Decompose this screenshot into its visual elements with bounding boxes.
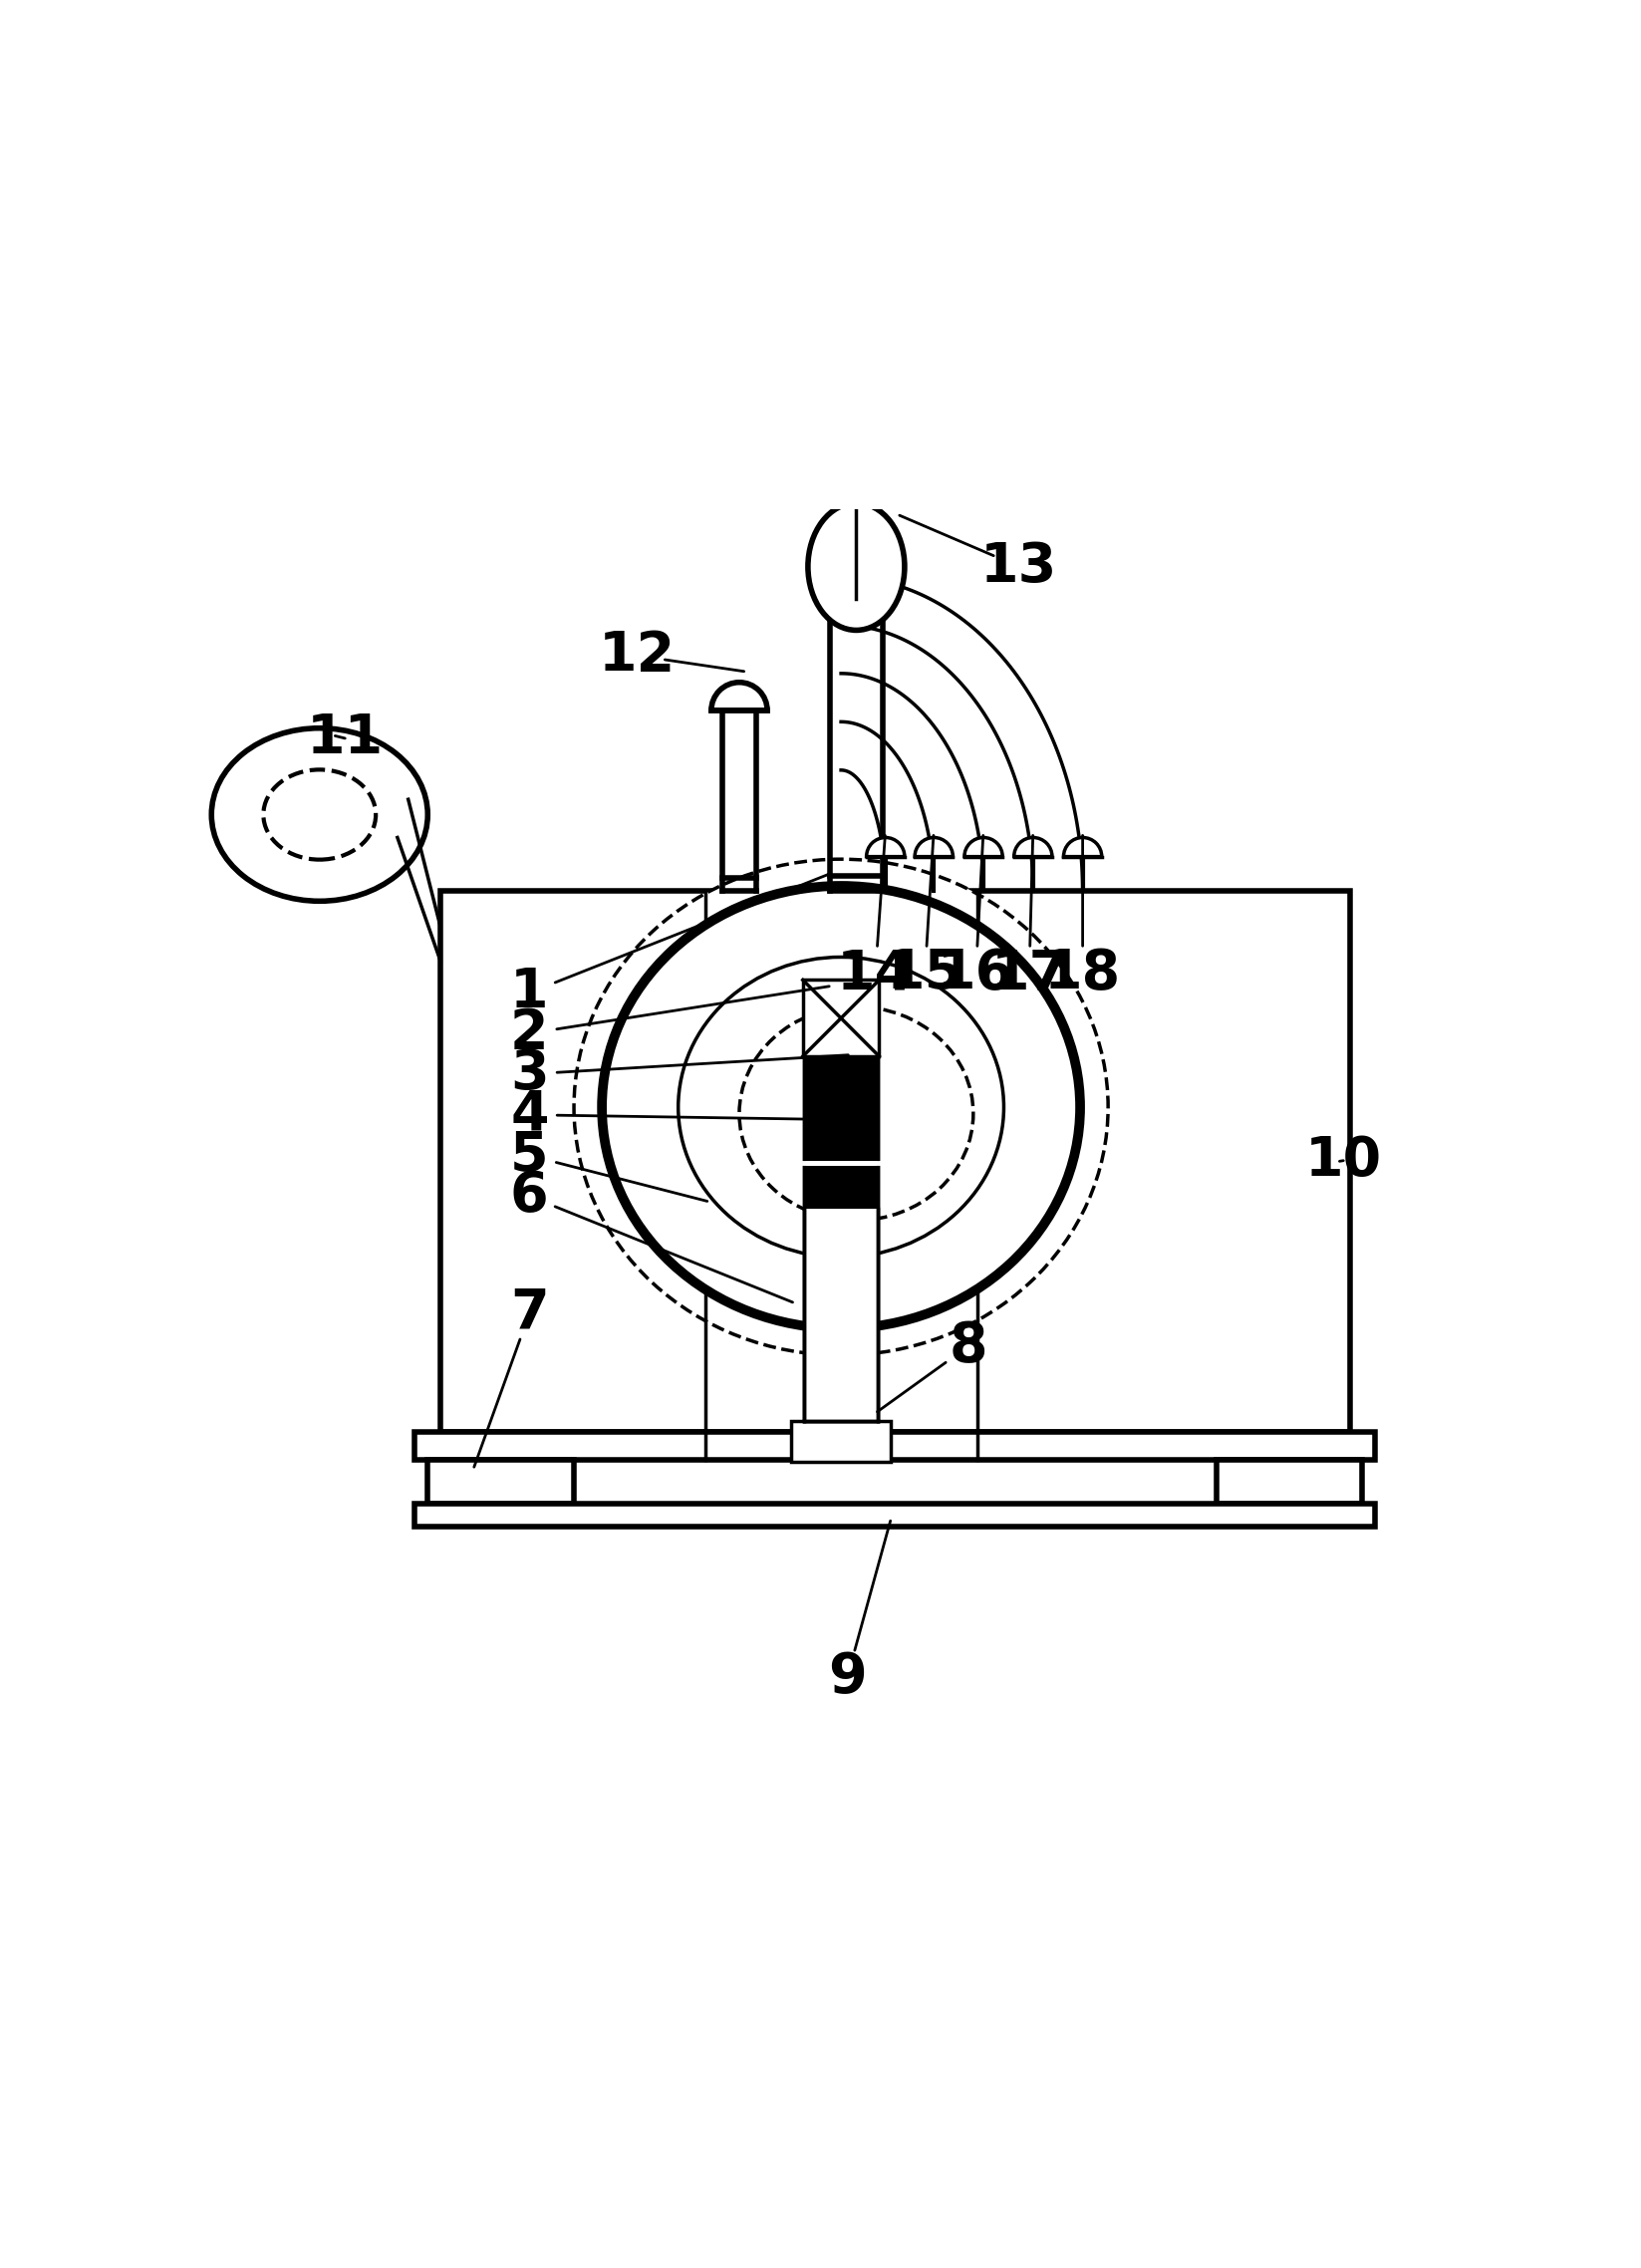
Text: 4: 4 [510,1089,548,1141]
Bar [415,1504,1375,1526]
Text: 11: 11 [307,712,384,764]
Text: 3: 3 [510,1048,548,1100]
Ellipse shape [263,769,376,860]
Bar [440,891,1351,1431]
Bar [1216,1461,1362,1504]
Bar [804,1057,878,1209]
Text: 6: 6 [510,1170,548,1222]
Text: 2: 2 [510,1007,548,1061]
Text: 8: 8 [948,1320,988,1372]
Bar [804,1057,878,1209]
Bar [804,1209,878,1422]
Text: 5: 5 [510,1129,548,1182]
Wedge shape [866,837,904,857]
Ellipse shape [212,728,428,900]
Text: 18: 18 [1044,946,1121,1000]
Ellipse shape [807,503,904,631]
Bar [791,1422,891,1463]
Wedge shape [1014,837,1052,857]
Bar [428,1461,574,1504]
Wedge shape [965,837,1003,857]
Text: 15: 15 [886,946,963,1000]
Text: 10: 10 [1305,1134,1382,1188]
Ellipse shape [678,957,1004,1256]
Text: 12: 12 [599,628,676,683]
Text: 17: 17 [991,946,1068,1000]
Bar [804,1209,878,1422]
Text: 9: 9 [829,1651,866,1703]
Wedge shape [711,683,768,710]
Text: 14: 14 [837,946,914,1000]
Bar [802,980,880,1057]
Text: 13: 13 [981,540,1057,594]
Bar [415,1431,1375,1461]
Ellipse shape [602,887,1080,1329]
Wedge shape [1063,837,1101,857]
Text: 1: 1 [510,966,548,1021]
Wedge shape [914,837,953,857]
Text: 7: 7 [510,1286,548,1340]
Ellipse shape [574,860,1108,1356]
Text: 16: 16 [937,946,1014,1000]
